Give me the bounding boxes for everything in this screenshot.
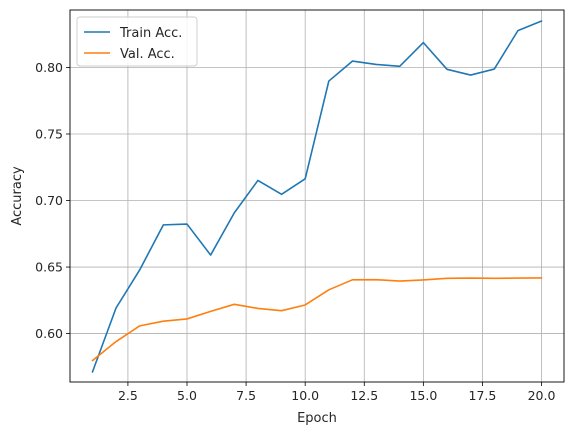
x-tick-label: 10.0 [291, 388, 319, 403]
series-line-1 [91, 20, 543, 373]
x-axis-label: Epoch [297, 411, 337, 426]
x-tick-label: 20.0 [528, 388, 556, 403]
x-tick-label: 12.5 [350, 388, 378, 403]
y-tick-label: 0.65 [35, 260, 63, 275]
x-tick-label: 15.0 [409, 388, 437, 403]
series-layer [91, 20, 543, 373]
x-tick-label: 17.5 [469, 388, 497, 403]
y-tick-label: 0.75 [35, 127, 63, 142]
legend-label: Val. Acc. [120, 47, 175, 62]
y-tick-label: 0.60 [35, 326, 63, 341]
y-tick-label: 0.70 [35, 193, 63, 208]
y-axis-label: Accuracy [10, 166, 25, 226]
legend-label: Train Acc. [119, 26, 182, 41]
x-tick-label: 5.0 [177, 388, 197, 403]
series-line-2 [91, 277, 543, 362]
x-tick-label: 2.5 [118, 388, 138, 403]
x-axis: 2.5 5.0 7.5 10.0 12.5 15.0 17.5 20.0 [118, 382, 556, 403]
y-tick-label: 0.80 [35, 60, 63, 75]
plot-area-frame [69, 9, 565, 383]
grid [70, 10, 564, 382]
y-axis: 0.60 0.65 0.70 0.75 0.80 [35, 60, 70, 341]
legend: Train Acc. Val. Acc. [76, 16, 198, 67]
x-tick-label: 7.5 [236, 388, 256, 403]
